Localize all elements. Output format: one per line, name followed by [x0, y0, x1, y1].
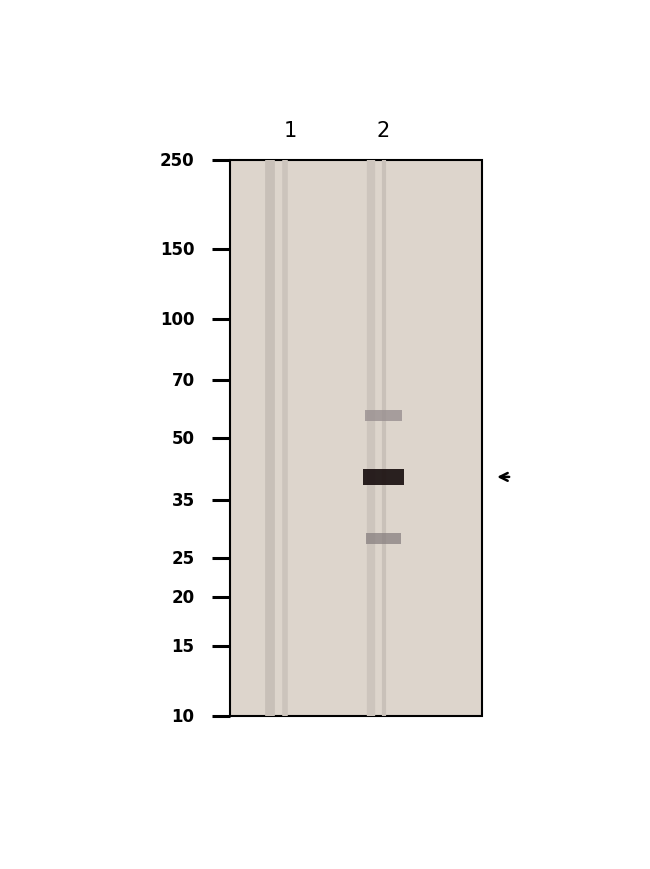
Bar	[366, 534, 401, 544]
Bar	[230, 161, 482, 717]
Text: 100: 100	[160, 310, 194, 328]
Text: 10: 10	[172, 707, 194, 726]
Text: 1: 1	[283, 121, 297, 141]
Text: 25: 25	[172, 549, 194, 567]
Bar	[363, 469, 404, 486]
Text: 50: 50	[172, 430, 194, 448]
Text: 70: 70	[172, 372, 194, 390]
Text: 20: 20	[172, 588, 194, 606]
Text: 15: 15	[172, 638, 194, 655]
Text: 2: 2	[377, 121, 390, 141]
Text: 250: 250	[160, 152, 194, 170]
Bar	[365, 411, 402, 421]
Text: 35: 35	[172, 491, 194, 509]
Text: 150: 150	[160, 241, 194, 258]
